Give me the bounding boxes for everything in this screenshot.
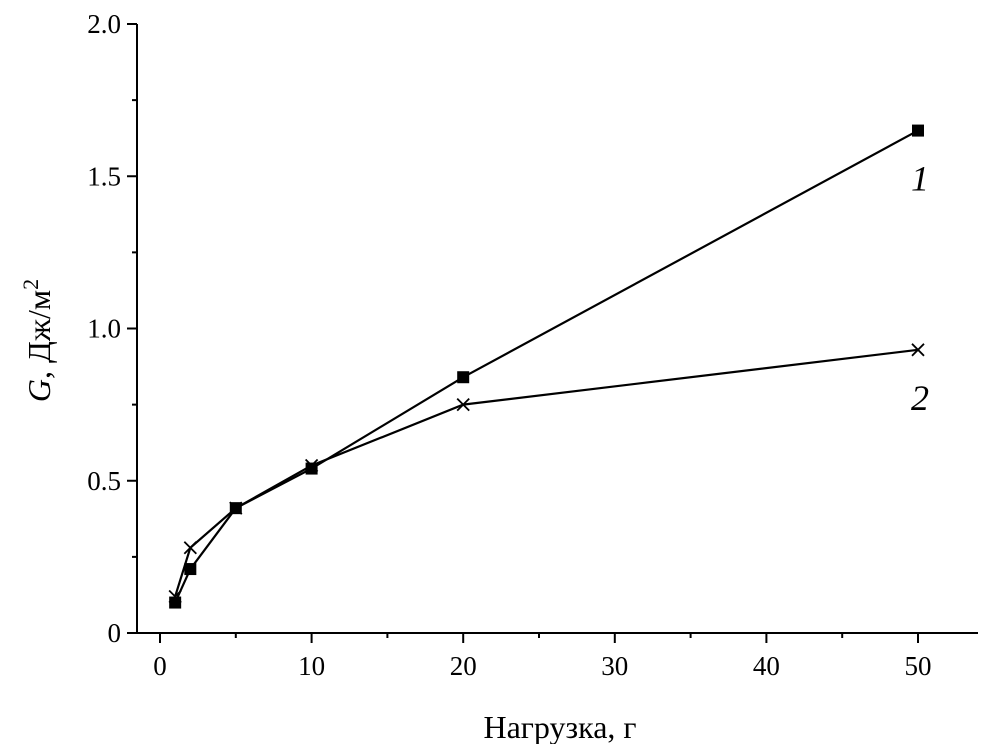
x-tick-label: 10 <box>298 651 325 681</box>
series-1-label: 1 <box>911 159 929 199</box>
series-1-point <box>457 371 470 384</box>
cross-stroke <box>229 501 243 515</box>
axes <box>136 24 978 634</box>
x-tick-label: 20 <box>450 651 477 681</box>
series-2-point <box>183 541 197 555</box>
cross-stroke <box>183 541 197 555</box>
x-tick-label: 40 <box>753 651 780 681</box>
x-tick-label: 0 <box>153 651 167 681</box>
series-2-point <box>168 589 182 604</box>
ticks: 0 0.5 1.0 1.5 2.0 0 10 20 30 40 50 <box>87 9 931 681</box>
series-1-point <box>912 124 924 137</box>
x-tick-label: 50 <box>905 651 932 681</box>
cross-stroke <box>456 397 470 412</box>
series-layer: 12 <box>168 124 929 609</box>
series-2-point <box>229 501 243 515</box>
y-tick-label: 0 <box>108 618 122 648</box>
series-2-point <box>304 458 319 473</box>
series-2-line <box>174 348 919 597</box>
y-axis-title: G, Дж/м2 <box>18 279 57 402</box>
series-1-point <box>184 563 197 576</box>
y-tick-label: 0.5 <box>87 466 121 496</box>
y-axis-variable: G <box>21 379 57 402</box>
x-axis-title: Нагрузка, г <box>483 709 636 744</box>
series-2-point <box>911 343 925 357</box>
cross-stroke <box>168 589 182 604</box>
cross-stroke <box>304 458 319 473</box>
series-2-label: 2 <box>911 378 929 418</box>
series-2-point <box>456 397 470 412</box>
y-axis-unit-exponent: 2 <box>18 279 43 290</box>
y-tick-label: 1.0 <box>87 314 121 344</box>
series-1-point <box>305 462 318 475</box>
cross-stroke <box>911 343 925 357</box>
series-1-line <box>174 129 919 604</box>
series-1-point <box>169 596 182 609</box>
y-tick-label: 1.5 <box>87 161 121 191</box>
y-tick-label: 2.0 <box>87 9 121 39</box>
x-tick-label: 30 <box>601 651 628 681</box>
y-axis-unit: , Дж/м <box>21 290 57 379</box>
